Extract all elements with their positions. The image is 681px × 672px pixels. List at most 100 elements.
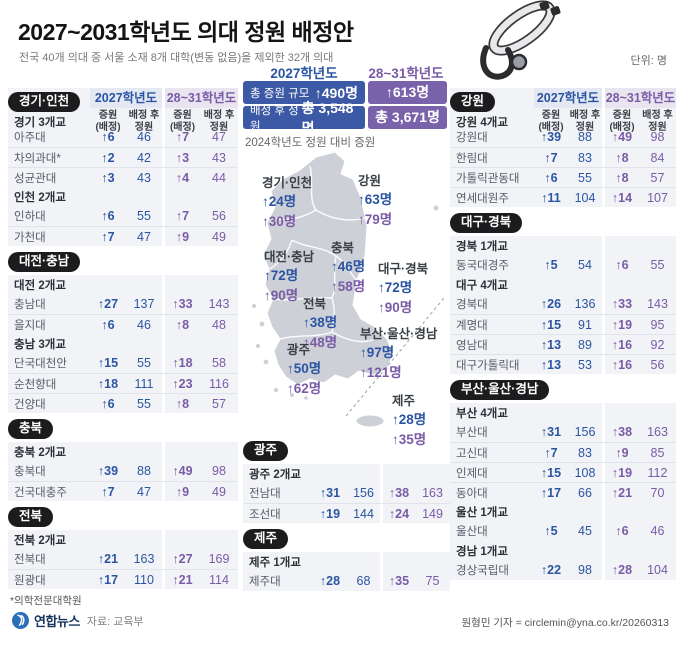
region-block: 대전·충남 대전 2개교 충남대 ↑27 137 ↑33 143 을지대 ↑6 46 ↑8 48 충남 … [8,248,238,413]
university-name: 인하대 [14,211,46,223]
col-subheader-line: 정원 [575,121,595,133]
increase-2027: ↑21 [97,552,119,566]
after-2027: 54 [578,258,592,272]
region-table: 충북 2개교 충북대 ↑39 88 ↑49 98 건국대충주 ↑7 47 ↑9 49 [8,442,238,501]
university-name: 경북대 [456,299,488,311]
after-2027: 53 [578,357,592,372]
increase-2027: ↑13 [540,357,562,372]
increase-2027: ↑3 [101,170,115,185]
increase-2831: ↑9 [162,227,200,246]
after-2831: 149 [422,506,443,521]
after-2831: 143 [647,297,668,311]
increase-2831: ↑6 [602,255,639,275]
group-label: 경북 1개교 [456,240,508,253]
col-subheader: 배정 후 정원 [126,108,162,133]
table-row: 제주대 ↑28 68 ↑35 75 [243,571,450,591]
spacer-cell [602,541,639,560]
university-name: 계명대 [456,319,488,332]
col-subheader: 증원 (배정) [602,108,639,133]
after-2831: 56 [212,209,226,223]
increase-2831: ↑24 [380,504,415,523]
spacer-cell [602,236,639,255]
group-label: 충북 2개교 [14,446,66,459]
after-2027: 156 [574,425,596,439]
reporter-credit: 원형민 기자 = circlemin@yna.co.kr/20260313 [461,617,670,629]
group-header-row: 충남 3개교 [8,334,238,353]
university-name: 건국대충주 [14,486,67,499]
after-2831: 43 [212,150,226,165]
mainland-shape [262,151,394,386]
jeju-divider-line [345,297,445,417]
region-block: 제주 제주 1개교 제주대 ↑28 68 ↑35 75 [243,525,450,591]
after-2831: 169 [208,552,230,566]
university-name: 경상국립대 [456,565,509,577]
spacer-cell [602,403,639,422]
summary-cell-increase-2027: 총 증원 규모 ↑490명 [243,81,365,104]
increase-2831: ↑21 [602,483,639,502]
col-subheader-line: 정원 [648,121,667,133]
group-label: 대구 4개교 [456,279,508,292]
spacer-cell [380,464,415,483]
after-2027: 108 [574,465,596,480]
after-2831: 70 [650,485,665,500]
region-badge: 대전·충남 [8,252,81,272]
right-table-column: 강원 2027학년도 28~31학년도 강원 4개교 증원 (배정) 배정 후 정원 증원 (배정… [450,88,676,582]
column-header-2831: 28~31학년도 [602,88,676,108]
column-header-2831: 28~31학년도 [162,88,238,108]
increase-2831: ↑38 [602,422,639,442]
increase-2027: ↑5 [544,258,558,272]
stethoscope-icon [480,0,561,80]
university-name: 연세대원주 [456,192,509,205]
university-name: 충남대 [14,299,46,311]
university-name: 동국대경주 [456,260,509,272]
university-name: 울산대 [456,526,488,538]
table-row: 인제대 ↑15 108 ↑19 112 [450,462,676,482]
increase-2027: ↑18 [97,376,119,391]
group-label: 부산 4개교 [456,407,508,420]
table-row: 인하대 ↑6 55 ↑7 56 [8,206,238,226]
increase-2831: ↑4 [162,168,200,187]
col-subheader: 증원 (배정) [90,108,126,133]
summary-row-after: 배정 후 정원 총 3,548명 총 3,671명 [243,100,447,136]
university-name: 차의과대* [14,152,61,165]
table-row: 한림대 ↑7 83 ↑8 84 [450,147,676,167]
region-badge: 경기·인천 [8,92,81,112]
increase-2831: ↑3 [162,148,200,167]
university-name: 제주대 [249,576,281,588]
increase-2027: ↑39 [97,464,119,478]
summary-header: 2027학년도 28~31학년도 [243,62,447,82]
after-2027: 46 [137,317,151,332]
after-2831: 49 [212,484,226,499]
after-2027: 66 [578,485,592,500]
increase-2027: ↑15 [540,465,562,480]
col-subheader-line: 배정 후 [642,110,673,121]
after-2027: 55 [137,396,151,411]
increase-2831: ↑49 [602,127,639,147]
increase-2831: ↑33 [162,294,200,314]
increase-2831: ↑21 [162,570,200,589]
after-2027: 156 [353,486,374,500]
after-2027: 91 [578,317,592,332]
group-header-row: 부산 4개교 [450,403,676,422]
increase-2831: ↑19 [602,315,639,334]
yonhap-logo-icon [12,612,29,629]
region-block: 경기·인천 2027학년도 28~31학년도 경기 3개교 증원 (배정) 배정 후 정원 증원… [8,88,238,246]
university-name: 원광대 [14,574,46,587]
region-badge: 광주 [243,441,289,461]
table-row: 계명대 ↑15 91 ↑19 95 [450,314,676,334]
table-header-strip: 2027학년도 28~31학년도 [8,88,238,108]
table-row: 아주대 ↑6 46 ↑7 47 [8,127,238,147]
after-2027: 137 [133,297,155,311]
col-subheader-line: (배정) [95,121,121,133]
summary-row-increase: 총 증원 규모 ↑490명 ↑613명 [243,81,447,104]
table-row: 가톨릭관동대 ↑6 55 ↑8 57 [450,167,676,187]
group-header-row: 대구 4개교 [450,275,676,294]
increase-2027: ↑5 [544,524,558,538]
table-row: 충남대 ↑27 137 ↑33 143 [8,294,238,314]
increase-2027: ↑22 [540,563,562,577]
group-label: 대전 2개교 [14,279,66,292]
university-name: 가톨릭관동대 [456,172,520,185]
increase-2831: ↑8 [602,148,639,167]
after-2831: 84 [650,150,665,165]
increase-2831: ↑16 [602,335,639,354]
